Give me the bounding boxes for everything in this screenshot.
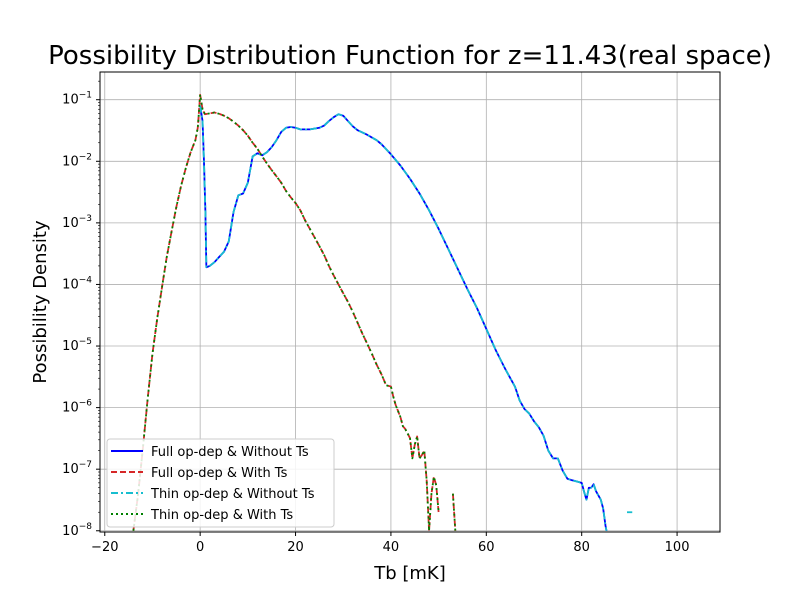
legend: Full op-dep & Without Ts Full op-dep & Wi… [106,438,335,528]
y-tick-label: 10−7 [62,460,92,477]
axis-ticks: −20 0 20 40 60 80 100 10−1 10−2 10−3 10−4 10−5 10−6 1… [62,80,690,555]
plot-area [132,93,633,532]
x-tick-label: 40 [383,540,400,555]
legend-label: Thin op-dep & Without Ts [150,487,315,502]
x-axis-label: Tb [mK] [373,563,446,584]
x-tick-label: 100 [665,540,690,555]
legend-label: Full op-dep & Without Ts [151,445,309,460]
legend-box [106,438,335,528]
y-tick-label: 10−2 [62,152,92,169]
y-tick-label: 10−8 [62,522,92,539]
x-tick-label: 80 [573,540,590,555]
y-axis-label: Possibility Density [30,220,51,384]
series-line [199,105,608,531]
x-tick-label: 60 [478,540,495,555]
y-tick-label: 10−3 [62,214,92,231]
chart-title: Possibility Distribution Function for z=… [48,41,772,71]
y-tick-label: 10−6 [62,399,92,416]
grid [100,72,720,532]
series-4 [132,93,457,532]
y-tick-label: 10−1 [62,91,92,108]
series-3 [199,105,633,531]
series-line [452,493,457,531]
plot-frame [99,71,721,533]
x-tick-label: 20 [287,540,304,555]
legend-label: Thin op-dep & With Ts [150,508,293,523]
legend-label: Full op-dep & With Ts [151,466,288,481]
y-tick-label: 10−4 [62,275,92,292]
x-tick-label: −20 [91,540,118,555]
series-line [132,93,440,532]
x-tick-label: 0 [196,540,204,555]
y-tick-label: 10−5 [62,337,92,354]
